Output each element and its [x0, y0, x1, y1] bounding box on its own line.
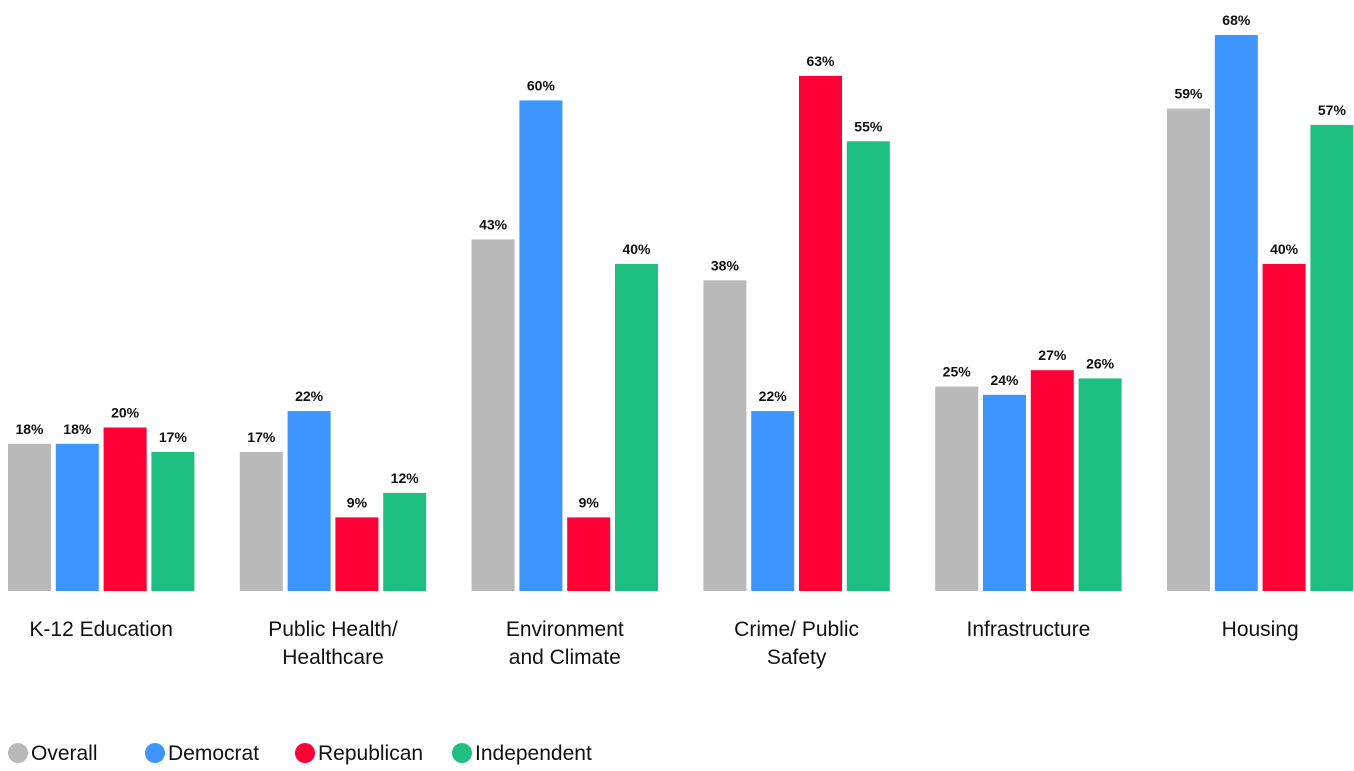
- category-label-environment-and-climate: Environment and Climate: [506, 618, 624, 669]
- category-label-line: Housing: [1222, 618, 1299, 641]
- legend-label-overall: Overall: [31, 742, 98, 765]
- category-label-k-12-education: K-12 Education: [29, 618, 173, 641]
- bar-housing-republican: [1262, 263, 1306, 591]
- legend-swatch-independent: [452, 743, 472, 763]
- category-label-line: Crime/ Public: [734, 618, 859, 641]
- data-label-housing-independent: 57%: [1318, 102, 1347, 118]
- data-label-k-12-education-republican: 20%: [111, 405, 140, 421]
- data-label-infrastructure-independent: 26%: [1086, 355, 1115, 371]
- legend-item-republican: Republican: [295, 742, 423, 765]
- category-label-line: Environment: [506, 618, 624, 641]
- category-label-infrastructure: Infrastructure: [967, 618, 1091, 641]
- category-label-line: Infrastructure: [967, 618, 1091, 641]
- data-label-environment-and-climate-overall: 43%: [479, 216, 508, 232]
- legend-swatch-overall: [8, 743, 28, 763]
- category-labels-layer: K-12 Education Public Health/Healthcare En…: [29, 618, 1298, 669]
- bar-environment-and-climate-overall: [471, 239, 515, 591]
- bar-infrastructure-republican: [1030, 370, 1074, 591]
- bar-k-12-education-independent: [151, 452, 195, 591]
- data-label-housing-republican: 40%: [1270, 241, 1299, 257]
- data-label-environment-and-climate-independent: 40%: [622, 241, 651, 257]
- data-label-crime-public-safety-independent: 55%: [854, 118, 883, 134]
- bar-k-12-education-democrat: [55, 443, 99, 591]
- data-label-public-health-healthcare-republican: 9%: [347, 494, 368, 510]
- category-label-public-health-healthcare: Public Health/Healthcare: [268, 618, 398, 669]
- legend-item-democrat: Democrat: [145, 742, 259, 765]
- bar-infrastructure-overall: [935, 386, 979, 591]
- data-label-public-health-healthcare-independent: 12%: [391, 470, 420, 486]
- data-label-k-12-education-overall: 18%: [15, 421, 44, 437]
- data-label-housing-overall: 59%: [1174, 86, 1203, 102]
- bar-public-health-healthcare-overall: [239, 452, 283, 591]
- category-label-line: K-12 Education: [29, 618, 173, 641]
- data-label-environment-and-climate-democrat: 60%: [527, 77, 556, 93]
- legend-item-overall: Overall: [8, 742, 98, 765]
- data-label-k-12-education-independent: 17%: [159, 429, 188, 445]
- data-label-crime-public-safety-democrat: 22%: [759, 388, 788, 404]
- bar-crime-public-safety-democrat: [751, 411, 795, 591]
- bar-k-12-education-republican: [103, 427, 147, 591]
- bars-layer: [8, 35, 1354, 592]
- bar-infrastructure-democrat: [983, 394, 1026, 591]
- bar-housing-democrat: [1214, 35, 1258, 591]
- category-label-line: Safety: [767, 646, 827, 669]
- bar-crime-public-safety-independent: [846, 141, 890, 592]
- data-label-environment-and-climate-republican: 9%: [579, 494, 600, 510]
- bar-crime-public-safety-overall: [703, 280, 747, 591]
- bar-public-health-healthcare-republican: [335, 517, 379, 591]
- bar-environment-and-climate-democrat: [519, 100, 563, 592]
- bar-housing-overall: [1167, 108, 1210, 591]
- legend-label-independent: Independent: [475, 742, 592, 765]
- data-label-k-12-education-democrat: 18%: [63, 421, 92, 437]
- category-label-line: and Climate: [509, 646, 621, 669]
- data-label-public-health-healthcare-democrat: 22%: [295, 388, 324, 404]
- bar-housing-independent: [1310, 124, 1354, 592]
- data-label-public-health-healthcare-overall: 17%: [247, 429, 276, 445]
- legend: Overall Democrat Republican Independent: [8, 742, 592, 765]
- data-label-infrastructure-republican: 27%: [1038, 347, 1067, 363]
- bar-environment-and-climate-republican: [567, 517, 611, 591]
- legend-label-democrat: Democrat: [168, 742, 259, 765]
- category-label-crime-public-safety: Crime/ Public Safety: [734, 618, 859, 669]
- category-label-housing: Housing: [1222, 618, 1299, 641]
- category-label-line: Public Health/: [268, 618, 398, 641]
- bar-public-health-healthcare-democrat: [287, 411, 331, 591]
- bar-infrastructure-independent: [1078, 378, 1122, 591]
- bar-environment-and-climate-independent: [615, 263, 658, 591]
- data-label-crime-public-safety-overall: 38%: [711, 257, 740, 273]
- data-label-crime-public-safety-republican: 63%: [806, 53, 835, 69]
- data-label-infrastructure-overall: 25%: [943, 364, 972, 380]
- category-label-line: Healthcare: [282, 646, 384, 669]
- legend-swatch-democrat: [145, 743, 165, 763]
- legend-swatch-republican: [295, 743, 315, 763]
- bar-public-health-healthcare-independent: [383, 492, 427, 591]
- data-label-housing-democrat: 68%: [1222, 12, 1251, 28]
- data-label-infrastructure-democrat: 24%: [990, 372, 1019, 388]
- value-labels-layer: 18% 18% 20% 17% 17% 22% 9% 12% 43% 60% 9% 40% 38% 22%…: [15, 12, 1346, 510]
- legend-item-independent: Independent: [452, 742, 592, 765]
- legend-label-republican: Republican: [318, 742, 423, 765]
- bar-k-12-education-overall: [8, 443, 51, 591]
- bar-crime-public-safety-republican: [799, 75, 842, 591]
